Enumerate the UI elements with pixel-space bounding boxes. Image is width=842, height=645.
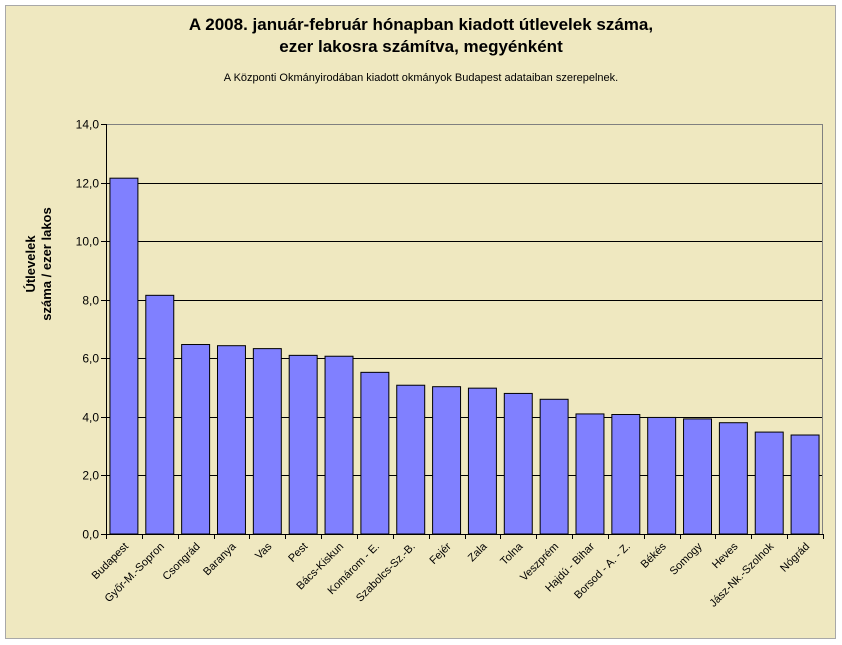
bar bbox=[324, 355, 354, 535]
x-tick-label: Jász-Nk.-Szolnok bbox=[707, 540, 776, 609]
y-axis-title: Útlevelek száma / ezer lakos bbox=[6, 207, 76, 320]
bar bbox=[145, 294, 175, 535]
x-tick-label: Pest bbox=[286, 541, 310, 565]
bar bbox=[216, 345, 246, 535]
plot-area bbox=[106, 124, 823, 534]
chart-subtitle: A Központi Okmányirodában kiadott okmány… bbox=[223, 72, 619, 84]
y-tick-label: 2,0 bbox=[82, 469, 99, 483]
bar bbox=[718, 422, 748, 535]
y-tick-label: 10,0 bbox=[76, 235, 100, 249]
bar bbox=[611, 414, 641, 535]
y-tick-label: 0,0 bbox=[82, 528, 99, 542]
bar bbox=[539, 398, 569, 535]
bar bbox=[647, 416, 677, 535]
x-tick-label: Somogy bbox=[668, 540, 705, 577]
chart-title-line-1: A 2008. január-február hónapban kiadott … bbox=[188, 15, 654, 34]
y-tick-label: 6,0 bbox=[82, 352, 99, 366]
bar bbox=[683, 418, 713, 535]
bar bbox=[252, 348, 282, 535]
x-tick-label: Baranya bbox=[201, 540, 239, 578]
y-axis-title-line-2: száma / ezer lakos bbox=[39, 207, 54, 320]
x-tick-label: Fejér bbox=[427, 540, 453, 566]
y-tick-label: 14,0 bbox=[76, 118, 100, 132]
x-tick-label: Csongrád bbox=[161, 541, 203, 583]
x-tick-label: Vas bbox=[253, 540, 275, 562]
bar bbox=[467, 387, 497, 535]
bar bbox=[754, 431, 784, 535]
bar bbox=[503, 392, 533, 535]
bar bbox=[432, 386, 462, 535]
bar bbox=[396, 384, 426, 535]
chart-title-line-2: ezer lakosra számítva, megyénként bbox=[279, 37, 563, 56]
bar bbox=[181, 344, 211, 535]
x-tick-label: Zala bbox=[466, 540, 490, 564]
x-tick-label: Heves bbox=[710, 540, 741, 571]
y-axis-title-line-1: Útlevelek bbox=[23, 235, 38, 293]
bar bbox=[360, 371, 390, 535]
x-tick-label: Békés bbox=[639, 540, 669, 570]
chart-title: A 2008. január-február hónapban kiadott … bbox=[0, 14, 842, 58]
y-tick-label: 4,0 bbox=[82, 411, 99, 425]
bar bbox=[109, 177, 139, 535]
y-axis-title-svg: Útlevelek száma / ezer lakos bbox=[23, 207, 54, 320]
x-tick-label: Nógrád bbox=[778, 541, 812, 575]
y-tick-label: 12,0 bbox=[76, 177, 100, 191]
y-tick-label: 8,0 bbox=[82, 294, 99, 308]
x-tick-label: Tolna bbox=[498, 540, 526, 568]
bar bbox=[288, 354, 318, 535]
bar bbox=[790, 434, 820, 535]
bar bbox=[575, 413, 605, 535]
